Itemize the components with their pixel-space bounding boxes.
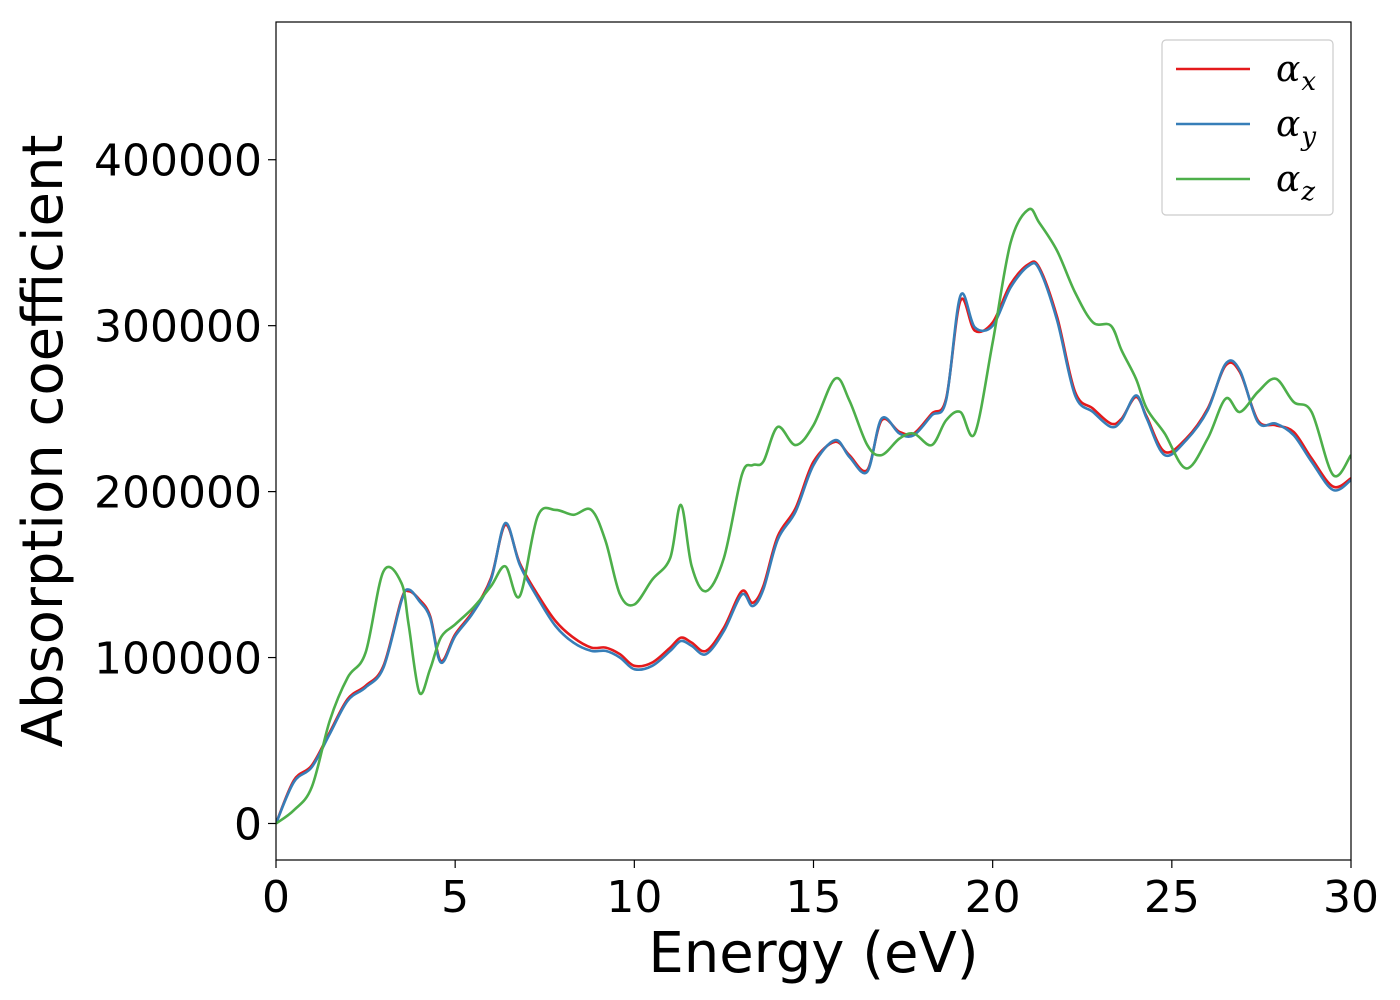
y-tick-label: 300000 [94,302,262,353]
y-tick-label: 400000 [94,136,262,187]
y-tick-label: 100000 [94,634,262,685]
series-layer [276,207,1351,825]
x-tick-label: 5 [441,872,469,923]
x-axis-ticks: 0 5 10 15 20 25 30 [262,860,1379,923]
x-tick-label: 25 [1144,872,1200,923]
y-tick-label: 200000 [94,468,262,519]
y-tick-label: 0 [234,799,262,850]
x-tick-label: 0 [262,872,290,923]
legend: αx αy αz [1161,39,1334,216]
legend-label-z: αz [1276,159,1315,207]
legend-label-y: αy [1276,104,1316,152]
x-tick-label: 30 [1323,872,1379,923]
x-tick-label: 15 [786,872,842,923]
x-tick-label: 10 [606,872,662,923]
x-tick-label: 20 [965,872,1021,923]
series-line-z [276,207,1351,825]
series-line-x [276,260,1351,824]
legend-frame [1161,39,1334,216]
y-axis-title: Absorption coefficient [11,135,76,748]
x-axis-title: Energy (eV) [648,921,978,986]
y-axis-ticks: 0 100000 200000 300000 400000 [94,136,276,850]
series-line-y [276,261,1351,825]
legend-label-x: αx [1276,49,1316,97]
